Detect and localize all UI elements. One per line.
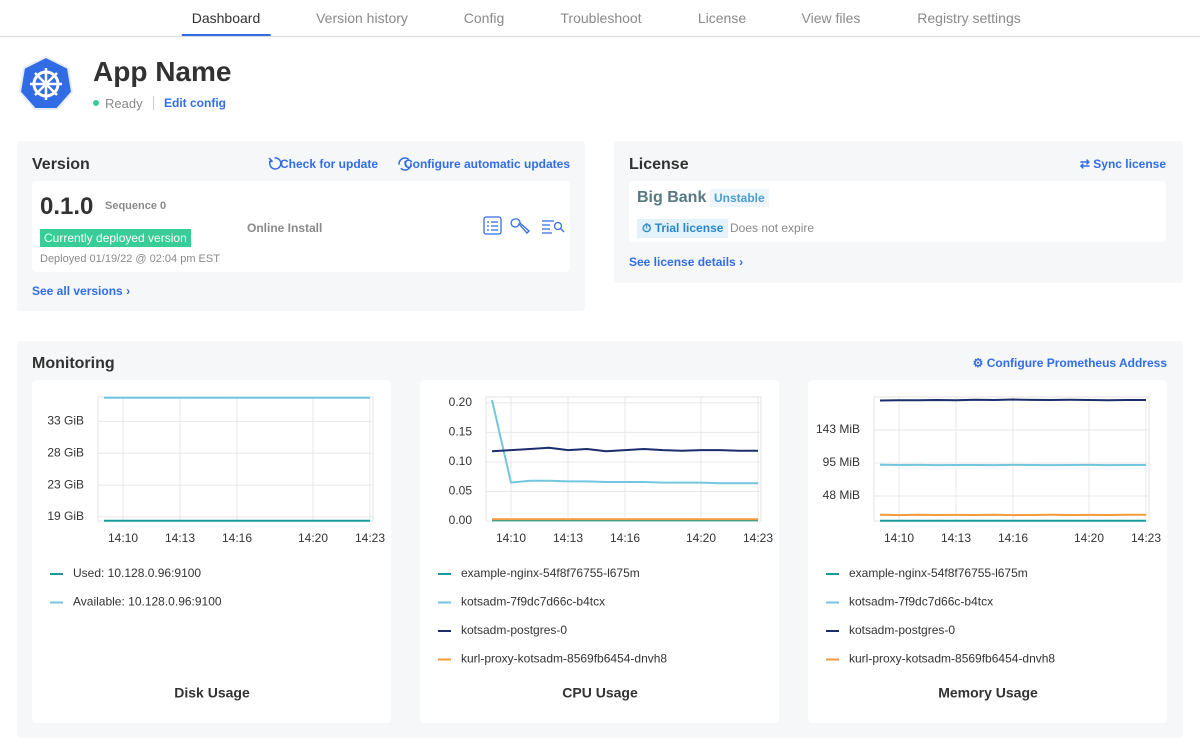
configure-updates-text: Configure automatic updates bbox=[404, 157, 570, 171]
license-details[interactable]: See license details › bbox=[629, 255, 743, 269]
y-tick-label: 0.00 bbox=[449, 513, 473, 527]
y-tick-label: 0.20 bbox=[449, 395, 473, 409]
x-tick-label: 14:16 bbox=[998, 531, 1028, 545]
x-tick-label: 14:13 bbox=[553, 531, 583, 545]
y-tick-label: 0.05 bbox=[449, 484, 473, 498]
check-update[interactable]: Check for update bbox=[280, 157, 378, 171]
see-all-versions[interactable]: See all versions › bbox=[32, 284, 130, 298]
license-title: License bbox=[629, 156, 689, 174]
version-title: Version bbox=[32, 156, 90, 174]
x-tick-label: 14:13 bbox=[165, 531, 195, 545]
deployed-badge: Currently deployed version bbox=[40, 229, 191, 247]
chart-title: CPU Usage bbox=[562, 685, 638, 701]
monitoring-title: Monitoring bbox=[32, 355, 115, 373]
legend-label: example-nginx-54f8f76755-l675m bbox=[461, 566, 640, 580]
series-line bbox=[880, 400, 1146, 401]
edit-config[interactable]: Edit config bbox=[164, 96, 226, 110]
configure-prometheus-text: Configure Prometheus Address bbox=[987, 356, 1167, 370]
license-type: ⏱ Trial license bbox=[637, 219, 728, 238]
license-box: Big Bank Unstable ⏱ Trial license Does n… bbox=[629, 181, 1166, 242]
see-all-versions-text: See all versions bbox=[32, 284, 123, 298]
sync-license-text: Sync license bbox=[1093, 157, 1166, 171]
plot-area bbox=[874, 397, 1149, 521]
x-tick-label: 14:23 bbox=[1131, 531, 1161, 545]
legend-label: example-nginx-54f8f76755-l675m bbox=[849, 566, 1028, 580]
sequence: Sequence 0 bbox=[105, 200, 166, 212]
legend-label: Available: 10.128.0.96:9100 bbox=[73, 595, 222, 609]
y-tick-label: 143 MiB bbox=[816, 422, 860, 436]
version-actions[interactable] bbox=[482, 215, 568, 237]
y-tick-label: 23 GiB bbox=[47, 477, 84, 491]
channel-badge: Unstable bbox=[710, 189, 769, 207]
legend-label: kotsadm-postgres-0 bbox=[849, 623, 955, 637]
nav-tab[interactable]: Dashboard bbox=[182, 0, 271, 36]
chart-card: 0.00 0.05 0.10 0.15 0.20 14:10 14:13 14:16 14:20… bbox=[420, 380, 779, 723]
license-expiry: Does not expire bbox=[730, 221, 814, 235]
refresh-icon bbox=[267, 156, 282, 171]
app-icon bbox=[18, 55, 74, 111]
version-number: 0.1.0 bbox=[40, 193, 93, 221]
x-tick-label: 14:20 bbox=[1074, 531, 1104, 545]
y-tick-label: 95 MiB bbox=[823, 455, 860, 469]
legend-label: kurl-proxy-kotsadm-8569fb6454-dnvh8 bbox=[849, 652, 1055, 666]
deployed-date: Deployed 01/19/22 @ 02:04 pm EST bbox=[40, 253, 220, 265]
auto-update-icon bbox=[397, 156, 413, 172]
check-update-text: Check for update bbox=[280, 157, 378, 171]
license-type-text: Trial license bbox=[655, 221, 724, 235]
legend-label: kotsadm-postgres-0 bbox=[461, 623, 567, 637]
nav-tab[interactable]: Version history bbox=[316, 0, 408, 36]
app-name: App Name bbox=[93, 56, 231, 88]
nav-tab[interactable]: Troubleshoot bbox=[560, 0, 641, 36]
chart-card: 19 GiB 23 GiB 28 GiB 33 GiB 14:10 14:13 14:16 1… bbox=[32, 380, 391, 723]
configure-updates[interactable]: Configure automatic updates bbox=[404, 157, 570, 171]
chart-card: 48 MiB 95 MiB 143 MiB 14:10 14:13 14:16 14:20 1… bbox=[808, 380, 1167, 723]
y-tick-label: 0.15 bbox=[449, 425, 473, 439]
x-tick-label: 14:13 bbox=[941, 531, 971, 545]
chart-title: Memory Usage bbox=[938, 685, 1038, 701]
x-tick-label: 14:23 bbox=[743, 531, 773, 545]
app-status: Ready bbox=[105, 96, 143, 111]
x-tick-label: 14:23 bbox=[355, 531, 385, 545]
version-card: Version Check for update Configure autom… bbox=[17, 141, 585, 311]
license-card: License ⇄ Sync license Big Bank Unstable… bbox=[614, 141, 1183, 283]
nav-tab[interactable]: Config bbox=[464, 0, 504, 36]
x-tick-label: 14:16 bbox=[222, 531, 252, 545]
x-tick-label: 14:16 bbox=[610, 531, 640, 545]
plot-area bbox=[486, 397, 761, 521]
license-details-text: See license details bbox=[629, 255, 736, 269]
legend-label: kotsadm-7f9dc7d66c-b4tcx bbox=[461, 595, 605, 609]
y-tick-label: 48 MiB bbox=[823, 488, 860, 502]
x-tick-label: 14:10 bbox=[496, 531, 526, 545]
legend-label: kurl-proxy-kotsadm-8569fb6454-dnvh8 bbox=[461, 652, 667, 666]
chart-title: Disk Usage bbox=[174, 685, 250, 701]
install-type: Online Install bbox=[247, 221, 322, 235]
sync-license[interactable]: ⇄ Sync license bbox=[1080, 157, 1166, 171]
legend-label: Used: 10.128.0.96:9100 bbox=[73, 566, 201, 580]
nav-tab[interactable]: Registry settings bbox=[917, 0, 1020, 36]
separator bbox=[153, 96, 154, 110]
x-tick-label: 14:10 bbox=[108, 531, 138, 545]
version-box: 0.1.0 Sequence 0 Currently deployed vers… bbox=[32, 181, 570, 272]
status-dot bbox=[93, 100, 99, 106]
y-tick-label: 33 GiB bbox=[47, 414, 84, 428]
nav-tab[interactable]: License bbox=[698, 0, 746, 36]
y-tick-label: 28 GiB bbox=[47, 445, 84, 459]
x-tick-label: 14:20 bbox=[298, 531, 328, 545]
x-tick-label: 14:10 bbox=[884, 531, 914, 545]
x-tick-label: 14:20 bbox=[686, 531, 716, 545]
y-tick-label: 19 GiB bbox=[47, 509, 84, 523]
nav-border bbox=[0, 36, 1200, 37]
legend-label: kotsadm-7f9dc7d66c-b4tcx bbox=[849, 595, 993, 609]
license-name: Big Bank bbox=[637, 189, 706, 207]
nav-tab[interactable]: View files bbox=[802, 0, 861, 36]
configure-prometheus[interactable]: ⚙ Configure Prometheus Address bbox=[973, 356, 1167, 370]
y-tick-label: 0.10 bbox=[449, 454, 473, 468]
plot-area bbox=[98, 397, 373, 521]
